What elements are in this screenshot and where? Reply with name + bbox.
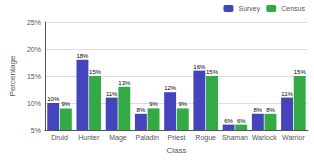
svg-text:15%: 15% <box>27 73 41 80</box>
svg-text:20%: 20% <box>27 46 41 53</box>
svg-text:Paladin: Paladin <box>136 134 159 141</box>
svg-text:Mage: Mage <box>109 134 127 142</box>
svg-text:13%: 13% <box>118 80 131 86</box>
svg-text:6%: 6% <box>237 118 246 124</box>
svg-text:Rogue: Rogue <box>195 134 216 142</box>
svg-text:Priest: Priest <box>168 134 186 141</box>
svg-text:Druid: Druid <box>51 134 68 141</box>
svg-text:16%: 16% <box>193 64 206 70</box>
svg-text:9%: 9% <box>178 101 187 107</box>
svg-text:15%: 15% <box>206 69 219 75</box>
svg-text:Shaman: Shaman <box>222 134 248 141</box>
svg-text:6%: 6% <box>224 118 233 124</box>
svg-text:10%: 10% <box>47 96 60 102</box>
svg-text:8%: 8% <box>253 107 262 113</box>
svg-text:Census: Census <box>281 5 305 12</box>
svg-text:Class: Class <box>166 146 186 155</box>
svg-text:Warlock: Warlock <box>252 134 278 141</box>
svg-text:5%: 5% <box>31 127 41 134</box>
svg-text:11%: 11% <box>281 91 293 97</box>
svg-text:15%: 15% <box>89 69 102 75</box>
svg-text:9%: 9% <box>62 101 71 107</box>
svg-text:10%: 10% <box>27 100 41 107</box>
svg-text:Percentage: Percentage <box>8 55 17 96</box>
svg-text:15%: 15% <box>294 69 307 75</box>
svg-text:8%: 8% <box>266 107 275 113</box>
svg-text:Survey: Survey <box>238 5 260 13</box>
svg-text:18%: 18% <box>76 53 89 59</box>
svg-text:9%: 9% <box>149 101 158 107</box>
svg-text:8%: 8% <box>137 107 146 113</box>
svg-text:11%: 11% <box>106 91 118 97</box>
svg-text:Warrior: Warrior <box>282 134 305 141</box>
svg-text:12%: 12% <box>164 85 177 91</box>
svg-text:Hunter: Hunter <box>78 134 100 141</box>
svg-text:25%: 25% <box>27 19 41 26</box>
